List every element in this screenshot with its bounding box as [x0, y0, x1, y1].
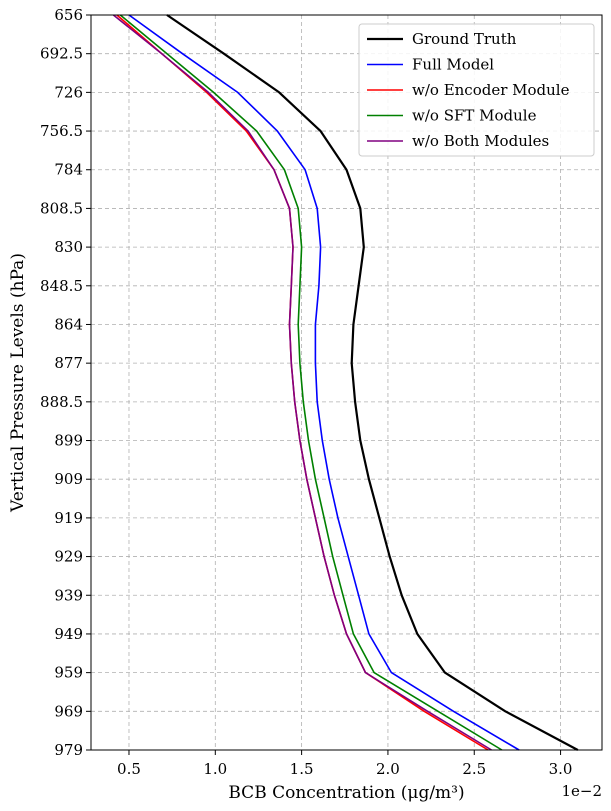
y-tick-label: 919: [54, 509, 83, 527]
x-tick-label: 1.5: [290, 760, 314, 778]
x-tick-label: 0.5: [117, 760, 141, 778]
y-tick-label: 939: [54, 586, 83, 604]
x-tick-label: 1.0: [203, 760, 227, 778]
series-line-full-model: [128, 14, 520, 751]
x-axis-ticks: 0.5 1.0 1.5 2.0 2.5 3.0: [117, 750, 572, 778]
plot-frame: [90, 14, 603, 751]
legend-box: [358, 23, 595, 157]
y-tick-label: 969: [54, 702, 83, 720]
x-tick-label: 2.0: [376, 760, 400, 778]
legend-label: w/o SFT Module: [412, 107, 537, 125]
y-tick-label: 949: [54, 625, 83, 643]
y-tick-label: 864: [54, 315, 83, 333]
series-line-w-o-sft-module: [119, 14, 503, 751]
y-tick-label: 726: [54, 83, 83, 101]
y-tick-label: 979: [54, 741, 83, 759]
legend-label: Full Model: [412, 56, 494, 74]
y-tick-label: 808.5: [40, 199, 83, 217]
series-line-w-o-both-modules: [112, 14, 492, 751]
y-tick-label: 830: [54, 238, 83, 256]
y-tick-label: 929: [54, 548, 83, 566]
legend: Ground Truth Full Model w/o Encoder Module…: [358, 23, 595, 157]
y-tick-label: 756.5: [40, 122, 83, 140]
legend-label: w/o Encoder Module: [412, 81, 570, 99]
y-tick-label: 899: [54, 432, 83, 450]
legend-label: Ground Truth: [412, 30, 517, 48]
legend-label: w/o Both Modules: [412, 132, 549, 150]
y-tick-label: 692.5: [40, 45, 83, 63]
x-axis-offset-label: 1e−2: [561, 782, 602, 800]
series-lines: [112, 14, 579, 751]
x-tick-label: 3.0: [549, 760, 573, 778]
y-tick-label: 959: [54, 664, 83, 682]
y-tick-label: 656: [54, 6, 83, 24]
y-tick-label: 877: [54, 354, 83, 372]
y-axis-ticks: 656 692.5 726 756.5 784 808.5 830 848.5 864 877 88…: [40, 6, 91, 759]
y-tick-label: 888.5: [40, 393, 83, 411]
series-line-ground-truth: [166, 14, 579, 751]
y-axis-title: Vertical Pressure Levels (hPa): [8, 253, 28, 513]
x-tick-label: 2.5: [462, 760, 486, 778]
y-tick-label: 909: [54, 470, 83, 488]
y-tick-label: 784: [54, 161, 83, 179]
x-axis-title: BCB Concentration (μg/m³): [228, 783, 464, 803]
y-tick-label: 848.5: [40, 277, 83, 295]
